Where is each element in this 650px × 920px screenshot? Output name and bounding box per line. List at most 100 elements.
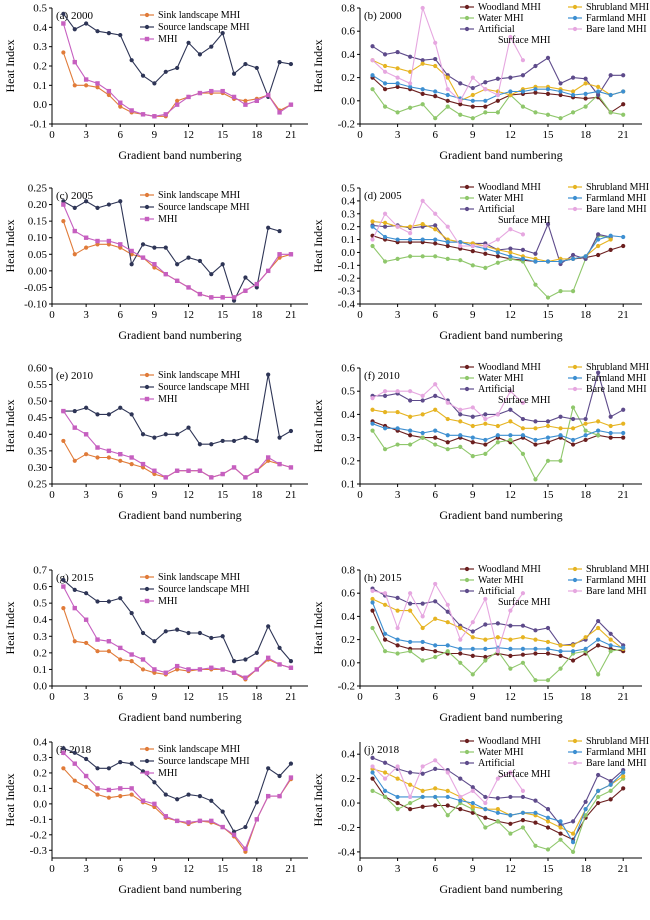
y-tick-label: 0.4 bbox=[341, 195, 355, 207]
panel-5: 0 3 6 9 12 15 18 21 0.1 0.2 0.3 0.4 0.5 0.6 Gradient b… bbox=[311, 362, 649, 522]
data-point bbox=[508, 821, 513, 826]
data-point bbox=[608, 237, 613, 242]
data-point bbox=[118, 645, 123, 651]
data-point bbox=[220, 809, 225, 814]
data-point bbox=[483, 87, 488, 92]
data-point bbox=[420, 61, 425, 66]
data-point bbox=[129, 610, 134, 616]
legend-marker bbox=[464, 195, 470, 201]
y-tick-label: 0.4 bbox=[341, 749, 355, 761]
x-tick-label: 9 bbox=[152, 489, 158, 501]
y-tick-label: 0.05 bbox=[28, 249, 48, 261]
legend-marker bbox=[464, 4, 470, 10]
data-point bbox=[533, 437, 538, 443]
data-point bbox=[621, 786, 626, 791]
data-point bbox=[520, 810, 526, 815]
data-point bbox=[508, 433, 513, 438]
x-tick-label: 18 bbox=[580, 863, 592, 875]
data-point bbox=[288, 428, 294, 434]
data-point bbox=[608, 637, 613, 642]
data-point bbox=[129, 455, 134, 460]
x-tick-label: 21 bbox=[285, 863, 296, 875]
data-point bbox=[72, 761, 77, 766]
data-point bbox=[118, 405, 123, 410]
data-point bbox=[495, 776, 500, 781]
legend-label: Shrubland MHI bbox=[586, 182, 649, 193]
data-point bbox=[370, 237, 375, 242]
data-point bbox=[72, 425, 77, 430]
y-tick-label: 0.6 bbox=[341, 26, 355, 38]
data-point bbox=[445, 104, 450, 109]
y-axis-label: Heat Index bbox=[3, 774, 17, 827]
data-point bbox=[231, 438, 237, 444]
data-point bbox=[570, 405, 576, 410]
y-axis-label: Heat Index bbox=[3, 602, 17, 655]
data-point bbox=[520, 104, 526, 109]
legend-label-cont: Surface MHI bbox=[498, 215, 550, 226]
legend-label: Source landscape MHI bbox=[158, 382, 250, 393]
legend-label: Bare land MHI bbox=[586, 24, 647, 35]
data-point bbox=[570, 831, 576, 836]
data-point bbox=[382, 104, 388, 109]
data-point bbox=[470, 414, 475, 419]
data-point bbox=[72, 408, 77, 414]
data-point bbox=[186, 468, 191, 473]
x-tick-label: 6 bbox=[118, 489, 124, 501]
data-point bbox=[508, 623, 513, 628]
data-point bbox=[243, 824, 248, 830]
data-point bbox=[370, 58, 375, 63]
y-tick-label: 0.5 bbox=[341, 183, 355, 195]
data-point bbox=[395, 224, 400, 229]
data-point bbox=[433, 766, 438, 771]
data-point bbox=[395, 794, 400, 800]
data-point bbox=[433, 393, 438, 398]
data-point bbox=[129, 462, 134, 467]
data-point bbox=[118, 242, 123, 247]
data-point bbox=[395, 49, 400, 55]
data-point bbox=[106, 766, 111, 771]
data-point bbox=[420, 430, 425, 436]
data-point bbox=[508, 227, 513, 232]
data-point bbox=[545, 639, 551, 645]
data-point bbox=[470, 653, 475, 658]
data-point bbox=[197, 90, 203, 96]
data-point bbox=[382, 637, 388, 642]
data-point bbox=[382, 631, 388, 636]
data-point bbox=[408, 442, 413, 447]
legend-label: Woodland MHI bbox=[478, 362, 541, 373]
data-point bbox=[118, 245, 123, 250]
x-tick-label: 21 bbox=[618, 863, 629, 875]
data-point bbox=[445, 433, 450, 438]
data-point bbox=[545, 807, 551, 812]
data-point bbox=[420, 393, 425, 398]
data-point bbox=[545, 259, 551, 264]
data-point bbox=[382, 63, 388, 69]
y-tick-label: 0.30 bbox=[28, 462, 48, 474]
y-tick-label: 0.8 bbox=[341, 3, 355, 15]
legend-label: Source landscape MHI bbox=[158, 584, 250, 595]
x-axis-label: Gradient band numbering bbox=[439, 710, 562, 724]
data-point bbox=[508, 89, 513, 94]
data-point bbox=[265, 92, 271, 98]
data-point bbox=[483, 80, 488, 85]
data-point bbox=[152, 435, 157, 440]
data-point bbox=[420, 794, 425, 800]
data-point bbox=[445, 400, 450, 405]
data-point bbox=[470, 785, 475, 790]
x-tick-label: 0 bbox=[357, 863, 363, 875]
x-tick-label: 15 bbox=[543, 691, 555, 703]
data-point bbox=[382, 52, 388, 57]
data-point bbox=[72, 605, 77, 611]
data-point bbox=[483, 265, 488, 271]
data-point bbox=[545, 440, 551, 445]
panel-title: (h) 2015 bbox=[364, 572, 402, 584]
data-point bbox=[570, 437, 576, 443]
data-point bbox=[533, 477, 538, 482]
data-point bbox=[621, 770, 626, 775]
data-point bbox=[470, 454, 475, 459]
data-point bbox=[495, 254, 500, 259]
data-point bbox=[408, 770, 413, 775]
x-tick-label: 0 bbox=[49, 691, 55, 703]
data-point bbox=[209, 665, 214, 670]
legend-label: Water MHI bbox=[478, 747, 524, 758]
